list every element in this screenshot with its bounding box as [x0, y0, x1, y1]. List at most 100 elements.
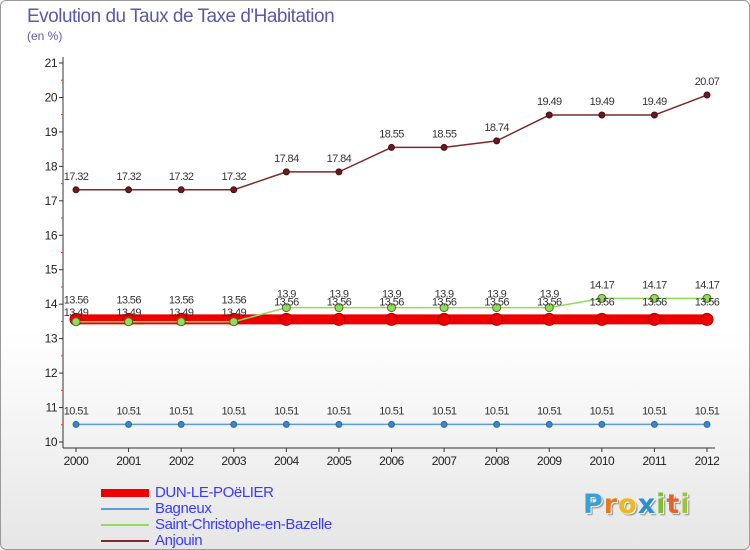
data-point: [703, 420, 711, 428]
data-point: [176, 317, 186, 327]
data-label: 13.9: [435, 289, 454, 301]
data-point: [437, 312, 451, 326]
data-point: [492, 303, 502, 313]
chart-title: Evolution du Taux de Taxe d'Habitation: [27, 6, 335, 27]
data-point: [703, 91, 711, 99]
data-point: [439, 303, 449, 313]
x-tick-label: 2012: [695, 454, 721, 468]
y-axis-unit: (en %): [27, 29, 63, 43]
data-label: 13.49: [116, 307, 141, 319]
data-label: 10.51: [642, 405, 667, 417]
data-label: 13.9: [277, 289, 296, 301]
legend-swatch: [101, 540, 149, 542]
data-label: 13.56: [327, 296, 352, 308]
data-label: 17.84: [327, 153, 352, 165]
data-label: 17.32: [221, 171, 246, 183]
data-point: [700, 312, 714, 326]
data-point: [650, 420, 658, 428]
data-point: [542, 312, 556, 326]
data-point: [72, 420, 80, 428]
series-dun-le-po-lier: [69, 312, 714, 326]
data-point: [385, 312, 398, 326]
y-tick-label: 11: [46, 401, 58, 415]
data-label: 10.51: [590, 405, 615, 417]
x-tick-label: 2003: [221, 454, 247, 468]
data-label: 10.51: [169, 405, 194, 417]
data-point: [282, 420, 290, 428]
data-label: 19.49: [590, 96, 615, 108]
data-point: [281, 303, 291, 313]
y-tick-label: 20: [45, 90, 58, 104]
data-point: [279, 312, 293, 326]
data-point: [493, 137, 501, 145]
data-label: 13.56: [274, 296, 299, 308]
data-point: [440, 420, 448, 428]
data-point: [335, 420, 343, 428]
x-tick-label: 2009: [537, 454, 563, 468]
data-label: 13.56: [432, 296, 457, 308]
data-label: 17.32: [169, 171, 194, 183]
data-point: [282, 168, 290, 176]
data-point: [230, 420, 238, 428]
data-label: 17.84: [274, 153, 299, 165]
legend-item: Saint-Christophe-en-Bazelle: [101, 516, 401, 533]
data-label: 13.56: [695, 296, 720, 308]
data-point: [334, 303, 344, 313]
data-point: [177, 186, 185, 194]
data-label: 10.51: [221, 405, 246, 417]
data-point: [71, 317, 81, 327]
y-tick-label: 19: [45, 125, 58, 139]
data-point: [177, 420, 185, 428]
series-saint-christophe-en-bazelle: [71, 293, 712, 327]
x-axis-ticks: 2000 2001 2002 2003 2004 2005 2006 2007 2008 2009…: [64, 448, 721, 468]
data-point: [124, 317, 134, 327]
data-point: [335, 168, 343, 176]
data-point: [545, 111, 553, 119]
logo-letter: i: [656, 489, 667, 520]
data-point: [230, 186, 238, 194]
data-label: 13.56: [484, 296, 509, 308]
data-label: 10.51: [537, 405, 562, 417]
x-tick-label: 2001: [116, 454, 142, 468]
data-label: 13.56: [537, 296, 562, 308]
y-axis-ticks: 10 11 12 13 14 15 16 17 18 19 20 21: [45, 56, 63, 449]
proxiti-logo: Proxiti: [583, 489, 691, 520]
data-label: 13.49: [64, 307, 89, 319]
y-tick-label: 16: [45, 228, 58, 242]
data-point: [597, 293, 607, 303]
data-label: 13.56: [64, 294, 89, 306]
data-point: [229, 317, 239, 327]
data-point: [490, 312, 504, 326]
data-label: 20.07: [695, 76, 720, 88]
x-tick-label: 2002: [169, 454, 195, 468]
data-point: [595, 312, 609, 326]
x-tick-label: 2011: [643, 454, 668, 468]
data-label: 14.17: [695, 279, 720, 291]
data-label: 17.32: [64, 171, 89, 183]
data-label: 10.51: [432, 405, 457, 417]
legend-swatch: [101, 508, 149, 510]
data-label: 13.56: [642, 296, 667, 308]
data-point: [650, 111, 658, 119]
data-label: 13.56: [169, 294, 194, 306]
legend-label: DUN-LE-POëLIER: [155, 484, 274, 501]
legend-label: Anjouin: [155, 532, 203, 549]
data-point: [598, 111, 606, 119]
y-tick-label: 13: [45, 332, 58, 346]
data-label: 13.9: [382, 289, 401, 301]
logo-letter: t: [666, 489, 681, 520]
data-label: 19.49: [537, 96, 562, 108]
data-label: 13.56: [221, 294, 246, 306]
data-point: [545, 420, 553, 428]
data-label: 10.51: [116, 405, 141, 417]
logo-letter: x: [637, 489, 657, 520]
data-label: 10.51: [64, 405, 89, 417]
data-point: [387, 303, 396, 313]
legend: DUN-LE-POëLIER Bagneux Saint-Christophe-en…: [101, 484, 401, 549]
data-label: 13.9: [329, 289, 348, 301]
data-label: 13.56: [379, 296, 404, 308]
data-label: 13.56: [116, 294, 141, 306]
data-label: 19.49: [642, 96, 667, 108]
x-tick-label: 2008: [484, 454, 510, 468]
